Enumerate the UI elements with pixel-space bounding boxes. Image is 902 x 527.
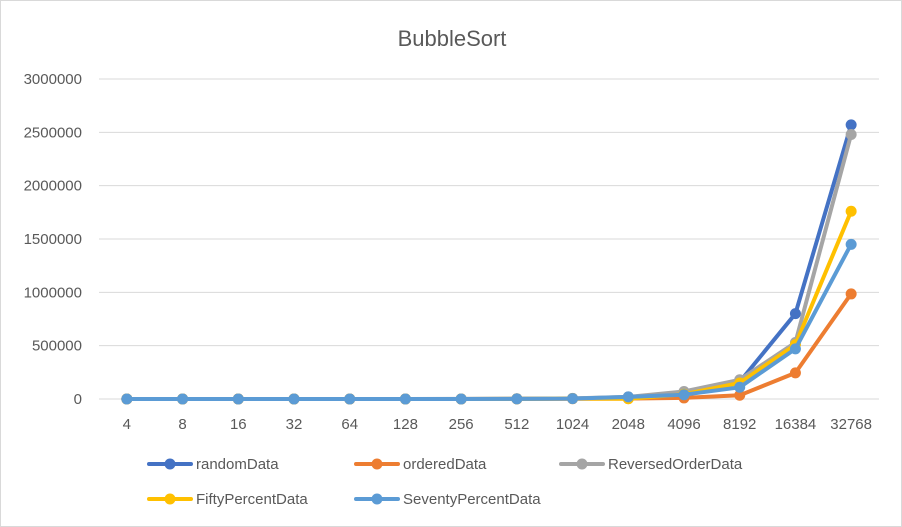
- legend-marker: [164, 493, 176, 505]
- data-point: [845, 205, 857, 217]
- series-line: [124, 122, 854, 401]
- y-tick-label: 1500000: [24, 231, 82, 248]
- y-tick-label: 0: [74, 391, 82, 408]
- legend: randomData orderedData ReversedOrderData Fi…: [147, 456, 743, 508]
- data-point: [789, 367, 801, 379]
- data-point: [567, 393, 579, 405]
- legend-marker: [371, 458, 383, 470]
- data-point: [845, 288, 857, 300]
- data-point: [734, 389, 746, 401]
- data-point: [399, 393, 411, 405]
- x-tick-label: 32768: [830, 416, 872, 433]
- data-point: [121, 393, 133, 405]
- legend-label: randomData: [196, 456, 279, 473]
- series-SeventyPercentData: [121, 238, 857, 405]
- x-tick-label: 64: [341, 416, 358, 433]
- x-tick-label: 4096: [667, 416, 700, 433]
- legend-label: SeventyPercentData: [403, 491, 541, 508]
- legend-entry: FiftyPercentData: [147, 491, 308, 508]
- legend-label: orderedData: [403, 456, 487, 473]
- data-point: [344, 393, 356, 405]
- series-ReversedOrderData: [121, 128, 857, 405]
- x-tick-label: 16384: [775, 416, 817, 433]
- gridlines: [99, 78, 879, 400]
- data-point: [622, 391, 634, 403]
- x-tick-label: 4: [123, 416, 131, 433]
- data-point: [845, 128, 857, 140]
- x-tick-label: 8: [178, 416, 186, 433]
- series-layer: [121, 119, 857, 405]
- data-point: [789, 308, 801, 320]
- legend-marker: [164, 458, 176, 470]
- x-tick-label: 8192: [723, 416, 756, 433]
- x-tick-label: 2048: [612, 416, 645, 433]
- data-point: [845, 238, 857, 250]
- data-point: [789, 343, 801, 355]
- legend-label: FiftyPercentData: [196, 491, 308, 508]
- series-orderedData: [121, 288, 857, 405]
- data-point: [232, 393, 244, 405]
- y-tick-label: 3000000: [24, 71, 82, 88]
- data-point: [288, 393, 300, 405]
- x-tick-label: 32: [286, 416, 303, 433]
- x-tick-label: 16: [230, 416, 247, 433]
- data-point: [177, 393, 189, 405]
- series-line: [124, 132, 854, 401]
- x-tick-label: 1024: [556, 416, 589, 433]
- legend-entry: randomData: [147, 456, 279, 473]
- data-point: [678, 389, 690, 401]
- x-tick-label: 512: [504, 416, 529, 433]
- chart-title: BubbleSort: [398, 26, 507, 51]
- x-tick-label: 256: [449, 416, 474, 433]
- y-tick-label: 2500000: [24, 124, 82, 141]
- series-line: [124, 242, 854, 401]
- legend-label: ReversedOrderData: [608, 456, 743, 473]
- legend-marker: [371, 493, 383, 505]
- data-point: [455, 393, 467, 405]
- y-axis-ticks: 0 500000 1000000 1500000 2000000 2500000 30000…: [24, 71, 82, 408]
- y-tick-label: 500000: [32, 338, 82, 355]
- legend-marker: [576, 458, 588, 470]
- y-tick-label: 2000000: [24, 178, 82, 195]
- data-point: [734, 381, 746, 393]
- data-point: [845, 119, 857, 131]
- x-tick-label: 128: [393, 416, 418, 433]
- legend-entry: orderedData: [354, 456, 487, 473]
- data-point: [511, 393, 523, 405]
- x-axis-ticks: 4 8 16 32 64 128 256 512 1024 2048 4096 8192 16384 32…: [123, 416, 872, 433]
- legend-entry: ReversedOrderData: [559, 456, 743, 473]
- legend-entry: SeventyPercentData: [354, 491, 541, 508]
- series-randomData: [121, 119, 857, 405]
- y-tick-label: 1000000: [24, 284, 82, 301]
